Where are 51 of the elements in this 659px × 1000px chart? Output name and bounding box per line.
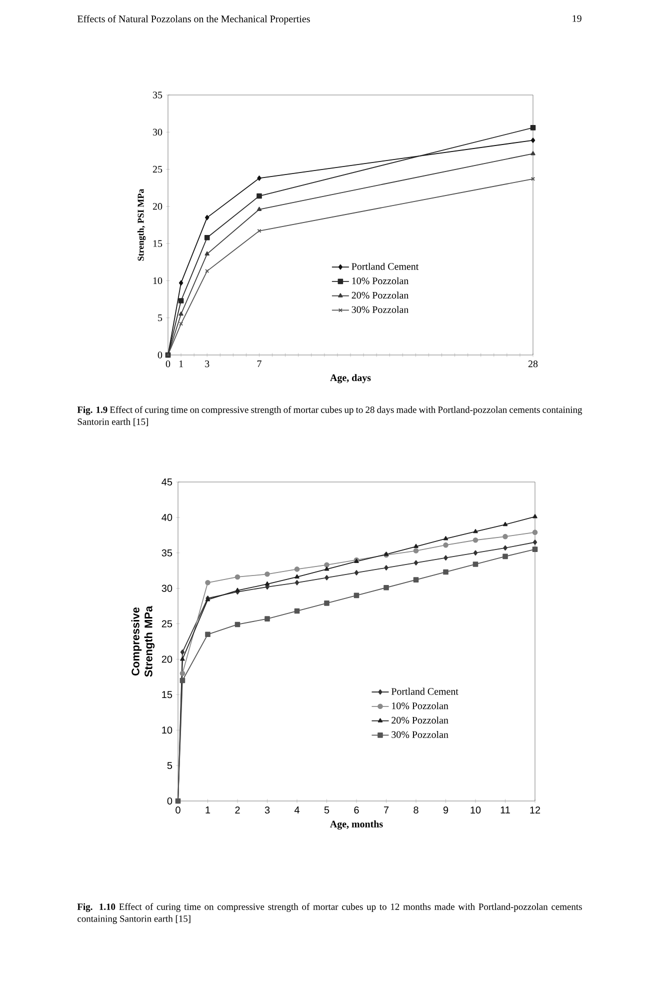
legend-label: 10% Pozzolan bbox=[392, 702, 448, 710]
y-tick-label: 10 bbox=[153, 277, 162, 284]
x-axis-title: Age, days bbox=[330, 374, 371, 384]
legend-label: 20% Pozzolan bbox=[392, 716, 448, 724]
y-tick-label: 0 bbox=[167, 797, 172, 805]
legend-label: Portland Cement bbox=[352, 262, 419, 270]
x-tick-label: 8 bbox=[414, 806, 418, 814]
x-axis-title: Age, months bbox=[330, 820, 383, 830]
y-tick-label: 5 bbox=[158, 314, 162, 322]
y-tick-label: 20 bbox=[152, 203, 162, 210]
x-tick-label: 0 bbox=[176, 806, 180, 814]
x-tick-label: 2 bbox=[235, 806, 240, 814]
x-tick-label: 7 bbox=[384, 806, 389, 814]
legend-label: 20% Pozzolan bbox=[352, 292, 409, 299]
x-tick-label: 6 bbox=[354, 806, 359, 814]
y-tick-label: 35 bbox=[162, 549, 172, 556]
y-tick-label: 20 bbox=[162, 656, 172, 663]
x-tick-label: 3 bbox=[205, 360, 210, 368]
y-tick-label: 45 bbox=[162, 478, 172, 486]
x-tick-label: 10 bbox=[470, 806, 481, 814]
y-tick-label: 25 bbox=[162, 620, 172, 628]
x-tick-label: 28 bbox=[528, 360, 538, 368]
x-tick-label: 9 bbox=[443, 806, 448, 814]
text: Fig. 1.10 Effect of curing time on compressive strength of mortar cubes up to 12 months made with Portland-pozzolan cements containing Santorin earth [15] bbox=[77, 903, 582, 924]
legend-label: Portland Cement bbox=[391, 688, 458, 695]
text: Fig. 1.9 Effect of curing time on compressive strength of mortar cubes up to 28 days made with Portland-pozzolan cements containing Santorin earth [15] bbox=[77, 406, 582, 426]
y-tick-label: 25 bbox=[152, 166, 162, 173]
y-tick-label: 30 bbox=[162, 584, 172, 592]
text: Effects of Natural Pozzolans on the Mechanical Properties bbox=[77, 15, 310, 24]
x-tick-label: 3 bbox=[264, 806, 270, 814]
legend-label: 30% Pozzolan bbox=[392, 730, 448, 738]
y-tick-label: 35 bbox=[153, 92, 162, 98]
text: 19 bbox=[572, 15, 582, 22]
x-tick-label: 7 bbox=[257, 360, 262, 368]
y-tick-label: 10 bbox=[162, 726, 172, 734]
y-tick-label: 15 bbox=[162, 691, 172, 698]
y-axis-title: Compressive Strength MPa bbox=[131, 606, 155, 677]
x-tick-label: 11 bbox=[500, 806, 510, 814]
y-axis-title: Strength, PSI MPa bbox=[137, 188, 146, 261]
y-tick-label: 30 bbox=[153, 128, 162, 136]
y-tick-label: 15 bbox=[153, 240, 162, 247]
legend-label: 10% Pozzolan bbox=[352, 277, 409, 284]
x-tick-label: 1 bbox=[179, 360, 183, 368]
x-tick-label: 12 bbox=[530, 806, 540, 814]
x-tick-label: 5 bbox=[324, 806, 330, 814]
x-tick-label: 1 bbox=[206, 806, 210, 814]
x-tick-label: 4 bbox=[294, 806, 300, 814]
y-tick-label: 0 bbox=[158, 352, 162, 358]
legend-label: 30% Pozzolan bbox=[352, 306, 409, 314]
y-tick-label: 40 bbox=[162, 514, 172, 521]
y-tick-label: 5 bbox=[167, 762, 172, 770]
